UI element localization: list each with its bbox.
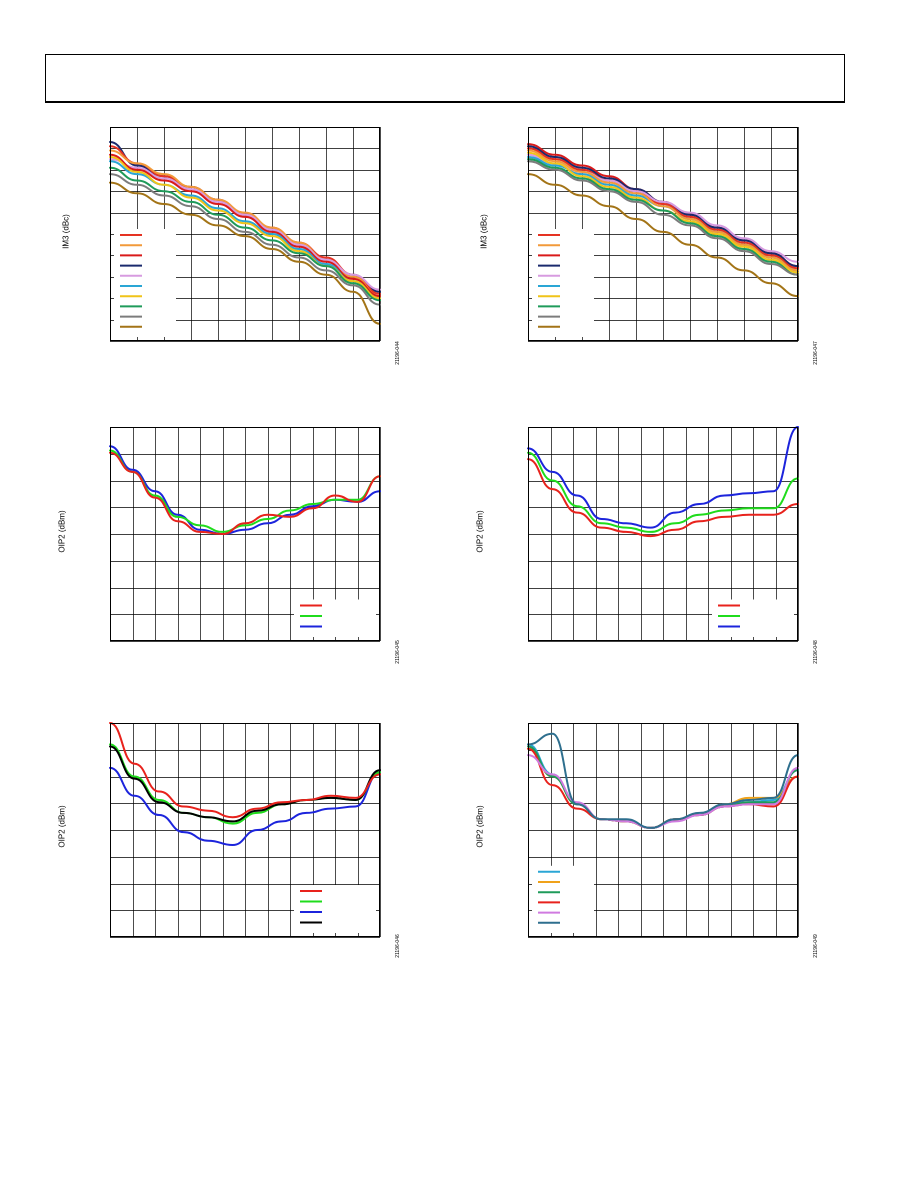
series-line (109, 181, 381, 325)
oip2-chart-left-mid: OIP2 (dBm) 21196-045 (57, 415, 401, 675)
figure-id: 21196-048 (813, 640, 819, 664)
series-line (109, 173, 381, 306)
series-group (109, 141, 381, 325)
legend (532, 865, 594, 933)
legend (712, 599, 794, 637)
plot-area (527, 426, 799, 642)
series-line (109, 445, 381, 535)
plot-area (109, 427, 381, 642)
legend (294, 885, 376, 933)
legend (114, 229, 176, 337)
im3-chart-left: IM3 (dBc) 21196-044 (60, 115, 401, 375)
y-axis-label: IM3 (dBc) (479, 214, 489, 249)
series-group (109, 445, 381, 535)
series-line (527, 732, 799, 829)
plot-area (527, 127, 799, 342)
plot-border (110, 127, 380, 341)
plot-border (110, 723, 380, 937)
series-line (527, 451, 799, 533)
plot-border (528, 427, 798, 641)
legend-box (294, 885, 376, 933)
figure-id: 21196-044 (395, 341, 401, 365)
series-line (527, 160, 799, 276)
series-line (109, 451, 381, 535)
y-axis-label: OIP2 (dBm) (57, 805, 67, 848)
series-group (527, 426, 799, 538)
y-axis-label: OIP2 (dBm) (475, 510, 485, 553)
plot-area (527, 723, 799, 938)
plot-area (109, 722, 381, 938)
y-axis-label: OIP2 (dBm) (57, 510, 67, 553)
figure-id: 21196-045 (395, 640, 401, 664)
series-line (527, 426, 799, 529)
series-line (109, 158, 381, 291)
y-axis-label: IM3 (dBc) (61, 214, 71, 249)
y-axis-label: OIP2 (dBm) (475, 805, 485, 848)
legend-box (532, 229, 594, 337)
plot-border (528, 723, 798, 937)
legend-box (532, 865, 594, 933)
figure-id: 21196-047 (813, 341, 819, 365)
series-line (109, 449, 381, 533)
series-line (527, 458, 799, 538)
legend (294, 599, 376, 637)
plot-area (109, 127, 381, 342)
series-line (527, 147, 799, 270)
plot-border (528, 127, 798, 341)
header-box (45, 54, 845, 103)
plot-border (110, 427, 380, 641)
series-line (109, 766, 381, 846)
series-line (527, 173, 799, 298)
series-line (527, 158, 799, 276)
legend (532, 229, 594, 337)
im3-chart-right: IM3 (dBc) 21196-047 (478, 115, 819, 375)
series-group (527, 732, 799, 829)
series-line (109, 745, 381, 823)
figure-id: 21196-049 (813, 934, 819, 958)
oip2-chart-right-bottom: OIP2 (dBm) 21196-049 (475, 710, 819, 970)
series-line (109, 166, 381, 302)
oip2-chart-right-mid: OIP2 (dBm) 21196-048 (475, 415, 819, 675)
series-line (109, 722, 381, 819)
series-line (109, 153, 381, 298)
oip2-chart-left-bottom: OIP2 (dBm) 21196-046 (57, 710, 401, 970)
series-line (527, 149, 799, 272)
series-group (527, 143, 799, 298)
figure-id: 21196-046 (395, 934, 401, 958)
series-group (109, 722, 381, 846)
legend-box (114, 229, 176, 337)
